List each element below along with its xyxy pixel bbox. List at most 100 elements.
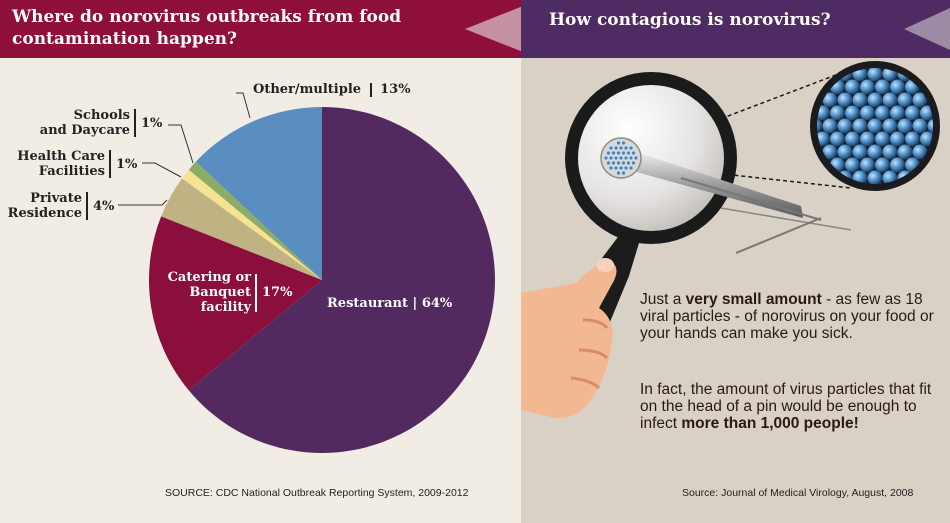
virus-particle [912, 92, 928, 108]
label-restaurant-name: Restaurant [327, 296, 409, 311]
virus-particle [882, 92, 898, 108]
pinhead-virus-dot [621, 141, 626, 145]
virus-particle [822, 92, 838, 108]
pinhead-virus-dot [626, 161, 631, 165]
virus-particle [867, 68, 883, 82]
pinhead-virus-dot [614, 146, 618, 150]
virus-particle [875, 79, 890, 95]
virus-particle [935, 58, 950, 69]
right-header-chevron-icon [904, 8, 950, 50]
pinhead-virus-dot [621, 151, 626, 155]
virus-particle [943, 171, 950, 186]
label-private: Private Residence 4% [2, 191, 115, 221]
virus-particle [830, 131, 845, 147]
virus-particle [837, 144, 853, 160]
label-schools-pct: 1% [141, 115, 163, 131]
label-schools-line1: Schools [73, 108, 130, 123]
virus-particle [830, 105, 845, 121]
virus-particle [882, 144, 898, 160]
pinhead-virus-dot [611, 161, 616, 165]
magnifier-illustration [521, 58, 950, 419]
virus-particle [897, 92, 913, 108]
virus-particle [875, 105, 890, 121]
virus-particle [890, 79, 905, 95]
leader-line-other [236, 92, 251, 119]
pinhead-virus-dot [611, 151, 616, 155]
label-other-name: Other/multiple [253, 82, 362, 97]
pinhead-virus-dot [609, 156, 613, 160]
pinhead-virus-dot [631, 151, 636, 155]
pinhead-virus-dot [634, 156, 638, 160]
virus-particle [793, 119, 808, 134]
para1-bold: very small amount [685, 291, 822, 308]
virus-particle [875, 131, 890, 147]
para1-after: - as few as 18 viral particles - of noro… [640, 291, 934, 342]
pie-slice-health-care [182, 169, 322, 280]
virus-particle [890, 157, 905, 173]
para2-before: In fact, the amount of virus particles t… [640, 381, 932, 432]
label-private-line2: Residence [7, 206, 82, 221]
right-header-bar [521, 0, 950, 58]
virus-particle [817, 118, 823, 134]
virus-particle [912, 118, 928, 134]
pinhead-virus-dot [609, 166, 613, 170]
virus-particle [837, 92, 853, 108]
pinhead-virus-dot [619, 146, 623, 150]
label-catering-pct: 17% [262, 285, 293, 300]
virus-particle [927, 68, 933, 82]
virus-particle [800, 158, 815, 173]
virus-particle [867, 92, 883, 108]
pinhead-virus-dot [616, 171, 621, 175]
left-panel-title: Where do norovirus outbreaks from food c… [12, 7, 402, 49]
pie-slice-private-residence [161, 178, 322, 280]
virus-particle [867, 144, 883, 160]
virus-particle [882, 118, 898, 134]
virus-particle [860, 79, 875, 95]
virus-particle [890, 131, 905, 147]
virus-particle [845, 131, 860, 147]
label-health-care: Health Care Facilities 1% [10, 149, 137, 179]
virus-particle [935, 184, 950, 199]
virus-particle [793, 93, 808, 108]
virus-particle [845, 79, 860, 95]
virus-particle [905, 183, 920, 184]
pinhead-virus-dot [609, 146, 613, 150]
virus-particle [897, 118, 913, 134]
pinhead-virus-dot [624, 146, 628, 150]
label-private-pct: 4% [93, 198, 115, 214]
virus-particle [927, 170, 933, 184]
pinhead-virus-dot [616, 151, 621, 155]
pinhead-virus-dot [629, 146, 633, 150]
pinhead-virus-dot [606, 151, 611, 155]
left-source-note: SOURCE: CDC National Outbreak Reporting … [165, 487, 469, 499]
pie-slice-schools [188, 161, 322, 280]
right-panel-title: How contagious is norovirus? [549, 10, 831, 30]
pinhead-virus-dot [629, 156, 633, 160]
virus-particle [890, 105, 905, 121]
virus-particle [935, 158, 950, 173]
virus-particle [867, 118, 883, 134]
label-schools: Schools and Daycare 1% [38, 108, 163, 138]
pin-icon [600, 137, 852, 254]
virus-particle [943, 93, 950, 108]
pinhead-virus-dot [614, 166, 618, 170]
virus-particle [860, 105, 875, 121]
pinhead-virus-dot [631, 161, 636, 165]
leader-line-health [142, 162, 182, 178]
label-private-line1: Private [30, 191, 82, 206]
pinhead-virus-dot [616, 161, 621, 165]
label-catering: Catering or Banquet facility 17% [157, 270, 293, 315]
virus-particle [822, 144, 838, 160]
virus-particle [800, 58, 815, 69]
pie-chart [118, 92, 495, 454]
pinhead-virus-dot [629, 166, 633, 170]
virus-particle [897, 144, 913, 160]
virus-particle [912, 144, 928, 160]
label-restaurant-sep: | [412, 296, 422, 311]
left-header-chevron-icon [465, 6, 523, 52]
label-health-line1: Health Care [17, 149, 105, 164]
right-source-note: Source: Journal of Medical Virology, Aug… [682, 487, 914, 499]
pinhead-virus-dot [624, 156, 628, 160]
label-restaurant-pct: 64% [421, 296, 453, 311]
